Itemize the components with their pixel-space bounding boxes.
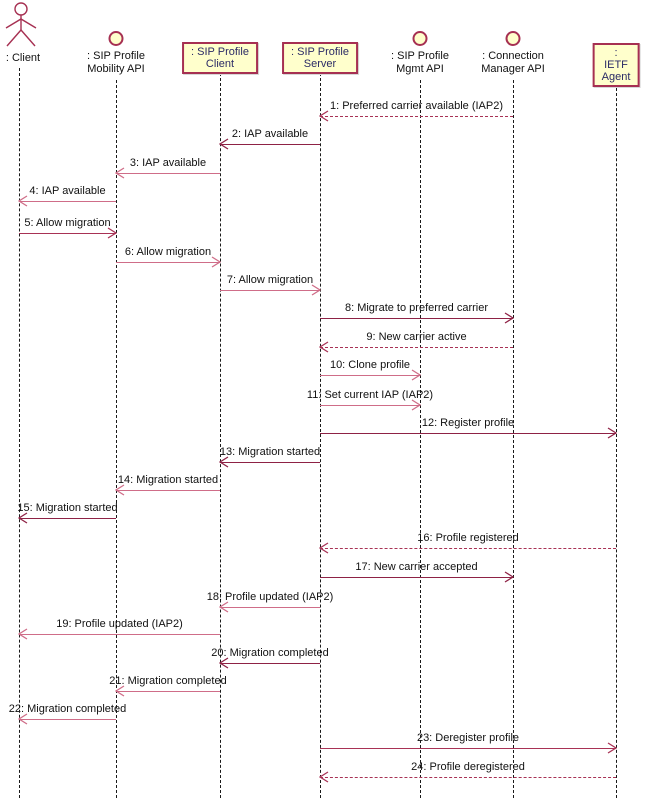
arrowhead-icon [504, 312, 514, 324]
message-label-21: 21: Migration completed [109, 675, 227, 687]
message-line [116, 691, 220, 692]
lifeline-sip-profile-mgmt-api [420, 80, 421, 798]
message-label-18: 18: Profile updated (IAP2) [206, 591, 334, 603]
lifeline-client [19, 68, 20, 798]
arrowhead-icon [319, 771, 329, 783]
message-line [320, 548, 616, 549]
arrowhead-icon [18, 713, 28, 725]
message-label-6: 6: Allow migration [124, 246, 212, 258]
message-label-19: 19: Profile updated (IAP2) [56, 618, 183, 630]
lifeline-head-label-sip-profile-mobility-api: : SIP Profile Mobility API [87, 50, 145, 75]
message-line [19, 719, 116, 720]
message-line [220, 663, 320, 664]
arrowhead-icon [211, 256, 221, 268]
message-line [320, 405, 420, 406]
message-label-17: 17: New carrier accepted [355, 561, 478, 573]
message-label-22: 22: Migration completed [8, 703, 127, 715]
arrowhead-icon [311, 284, 321, 296]
lifeline-head-label-connection-manager-api: : Connection Manager API [481, 50, 545, 75]
arrowhead-icon [219, 657, 229, 669]
lifeline-sip-profile-client [220, 73, 221, 798]
message-label-20: 20: Migration completed [211, 647, 329, 659]
lifeline-head-label-client: : Client [5, 52, 41, 64]
message-label-5: 5: Allow migration [24, 217, 111, 229]
message-label-13: 13: Migration started [219, 446, 321, 458]
message-label-10: 10: Clone profile [329, 359, 411, 371]
actor-icon [5, 2, 37, 47]
message-line [320, 577, 513, 578]
arrowhead-icon [411, 399, 421, 411]
arrowhead-icon [319, 341, 329, 353]
message-line [220, 144, 320, 145]
arrowhead-icon [18, 628, 28, 640]
lifeline-sip-profile-mobility-api [116, 80, 117, 798]
message-label-14: 14: Migration started [117, 474, 219, 486]
interface-icon [505, 31, 521, 46]
lifeline-sip-profile-server [320, 73, 321, 798]
arrowhead-icon [607, 427, 617, 439]
arrowhead-icon [219, 601, 229, 613]
message-line [320, 318, 513, 319]
lifeline-ietf-agent [616, 73, 617, 798]
message-label-9: 9: New carrier active [366, 331, 467, 343]
message-label-24: 24: Profile deregistered [411, 761, 525, 773]
message-line [320, 748, 616, 749]
message-line [19, 201, 116, 202]
lifeline-head-box-ietf-agent: : IETF Agent [592, 43, 640, 87]
message-label-23: 23: Deregister profile [416, 732, 520, 744]
message-line [116, 173, 220, 174]
message-line [116, 262, 220, 263]
lifeline-head-label-sip-profile-mgmt-api: : SIP Profile Mgmt API [391, 50, 449, 75]
message-label-1: 1: Preferred carrier available (IAP2) [329, 100, 504, 112]
message-line [320, 347, 513, 348]
message-label-4: 4: IAP available [29, 185, 106, 197]
message-label-12: 12: Register profile [421, 417, 515, 429]
arrowhead-icon [115, 484, 125, 496]
message-line [320, 433, 616, 434]
message-line [19, 518, 116, 519]
message-line [220, 462, 320, 463]
arrowhead-icon [319, 542, 329, 554]
message-line [320, 116, 513, 117]
lifeline-head-box-sip-profile-client: : SIP Profile Client [182, 42, 258, 74]
message-label-7: 7: Allow migration [226, 274, 314, 286]
message-label-8: 8: Migrate to preferred carrier [344, 302, 489, 314]
message-line [220, 607, 320, 608]
message-line [320, 375, 420, 376]
arrowhead-icon [319, 110, 329, 122]
arrowhead-icon [607, 742, 617, 754]
message-label-2: 2: IAP available [231, 128, 309, 140]
message-label-11: 11: Set current IAP (IAP2) [306, 389, 434, 401]
arrowhead-icon [115, 167, 125, 179]
interface-icon [412, 31, 428, 46]
arrowhead-icon [219, 456, 229, 468]
message-line [19, 233, 116, 234]
arrowhead-icon [107, 227, 117, 239]
lifeline-head-box-sip-profile-server: : SIP Profile Server [282, 42, 358, 74]
message-line [220, 290, 320, 291]
arrowhead-icon [504, 571, 514, 583]
message-label-16: 16: Profile registered [417, 532, 519, 544]
message-label-3: 3: IAP available [129, 157, 207, 169]
arrowhead-icon [115, 685, 125, 697]
message-line [19, 634, 220, 635]
arrowhead-icon [18, 512, 28, 524]
interface-icon [108, 31, 124, 46]
arrowhead-icon [411, 369, 421, 381]
arrowhead-icon [18, 195, 28, 207]
message-line [116, 490, 220, 491]
lifeline-connection-manager-api [513, 80, 514, 798]
message-label-15: 15: Migration started [17, 502, 118, 514]
message-line [320, 777, 616, 778]
arrowhead-icon [219, 138, 229, 150]
